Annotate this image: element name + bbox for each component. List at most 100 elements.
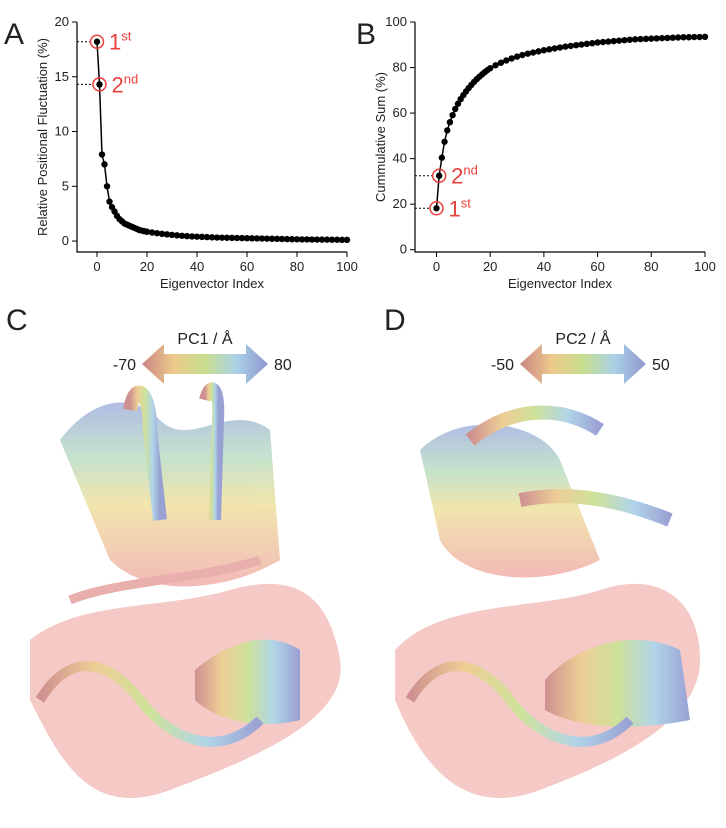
data-point (589, 39, 596, 47)
data-point (540, 47, 548, 54)
data-point (626, 36, 634, 43)
data-point (313, 236, 321, 243)
data-point (486, 65, 494, 72)
data-point (438, 154, 446, 161)
data-point (218, 234, 226, 241)
data-point (213, 234, 221, 241)
data-point (233, 234, 241, 242)
annotation-suffix: nd (463, 163, 477, 178)
data-line (435, 36, 706, 209)
data-point (243, 235, 251, 242)
y-axis-label: Cummulative Sum (%) (373, 72, 388, 202)
colorbar-min: -70 (113, 357, 136, 374)
axis (76, 22, 347, 253)
data-point (263, 235, 271, 242)
data-point (103, 183, 111, 190)
panel-label: C (6, 304, 28, 337)
data-point (685, 34, 693, 41)
data-point (664, 34, 671, 42)
data-point (178, 232, 186, 239)
colorbar-min: -50 (491, 357, 514, 374)
data-point (621, 37, 628, 44)
annotation-suffix: nd (124, 71, 138, 86)
annotation-suffix: st (461, 195, 472, 210)
data-point (188, 233, 196, 240)
data-point (203, 233, 211, 241)
annotation-number: 2 (451, 164, 463, 189)
data-point (497, 59, 505, 66)
annotation: 1st (109, 29, 132, 55)
x-tick-label: 100 (336, 259, 358, 274)
data-point (248, 235, 256, 242)
data-point (696, 33, 703, 41)
data-point (93, 38, 101, 45)
data-point (253, 235, 261, 242)
data-point (452, 105, 459, 113)
data-point (529, 49, 537, 56)
colorbar-arrow (520, 344, 646, 384)
data-point (653, 35, 660, 42)
y-tick-label: 10 (55, 124, 69, 139)
protein-d (395, 405, 700, 798)
data-point (343, 236, 351, 244)
y-axis-label: Relative Positional Fluctuation (%) (35, 38, 50, 236)
data-point (610, 37, 617, 45)
data-point (158, 230, 166, 238)
data-point (258, 235, 266, 242)
axis (414, 22, 705, 253)
x-tick-label: 20 (483, 259, 497, 274)
data-point (513, 53, 521, 60)
data-point (303, 236, 311, 243)
data-point (153, 229, 161, 237)
x-tick-label: 0 (93, 259, 100, 274)
data-point (562, 43, 569, 50)
data-point (615, 37, 623, 44)
y-tick-label: 20 (393, 196, 407, 211)
colorbar-title: PC2 / Å (555, 329, 610, 348)
data-point (228, 234, 236, 242)
y-tick-label: 15 (55, 69, 69, 84)
data-point (572, 42, 580, 49)
data-point (648, 35, 655, 42)
data-point (637, 35, 644, 43)
data-point (96, 81, 103, 88)
data-point (298, 236, 306, 243)
data-point (631, 36, 639, 43)
y-tick-label: 100 (385, 14, 407, 29)
data-point (323, 236, 331, 243)
colorbar-title: PC1 / Å (177, 329, 232, 348)
data-point (658, 34, 666, 42)
data-point (444, 127, 451, 134)
data-point (674, 34, 682, 41)
data-point (173, 232, 181, 239)
data-point (446, 118, 454, 126)
data-point (106, 198, 113, 205)
x-tick-label: 100 (694, 259, 716, 274)
x-tick-label: 60 (240, 259, 254, 274)
data-point (578, 41, 585, 48)
data-point (193, 233, 201, 240)
data-point (508, 55, 515, 62)
data-point (278, 235, 286, 243)
x-tick-label: 40 (190, 259, 204, 274)
data-point (551, 45, 558, 52)
data-point (441, 138, 448, 145)
x-axis-label: Eigenvector Index (508, 276, 613, 291)
data-point (594, 39, 601, 46)
data-point (293, 236, 301, 243)
data-point (238, 234, 246, 242)
data-point (680, 34, 687, 41)
data-point (273, 235, 281, 243)
data-point (519, 51, 526, 59)
data-point (701, 33, 709, 41)
data-point (546, 46, 553, 53)
data-point (268, 235, 276, 242)
annotation-suffix: st (121, 29, 132, 44)
data-point (101, 161, 108, 168)
y-tick-label: 5 (62, 178, 69, 193)
x-axis-label: Eigenvector Index (160, 276, 265, 291)
data-point (567, 42, 574, 50)
annotation: 2nd (451, 163, 478, 189)
data-point (599, 38, 607, 46)
y-tick-label: 0 (400, 242, 407, 257)
